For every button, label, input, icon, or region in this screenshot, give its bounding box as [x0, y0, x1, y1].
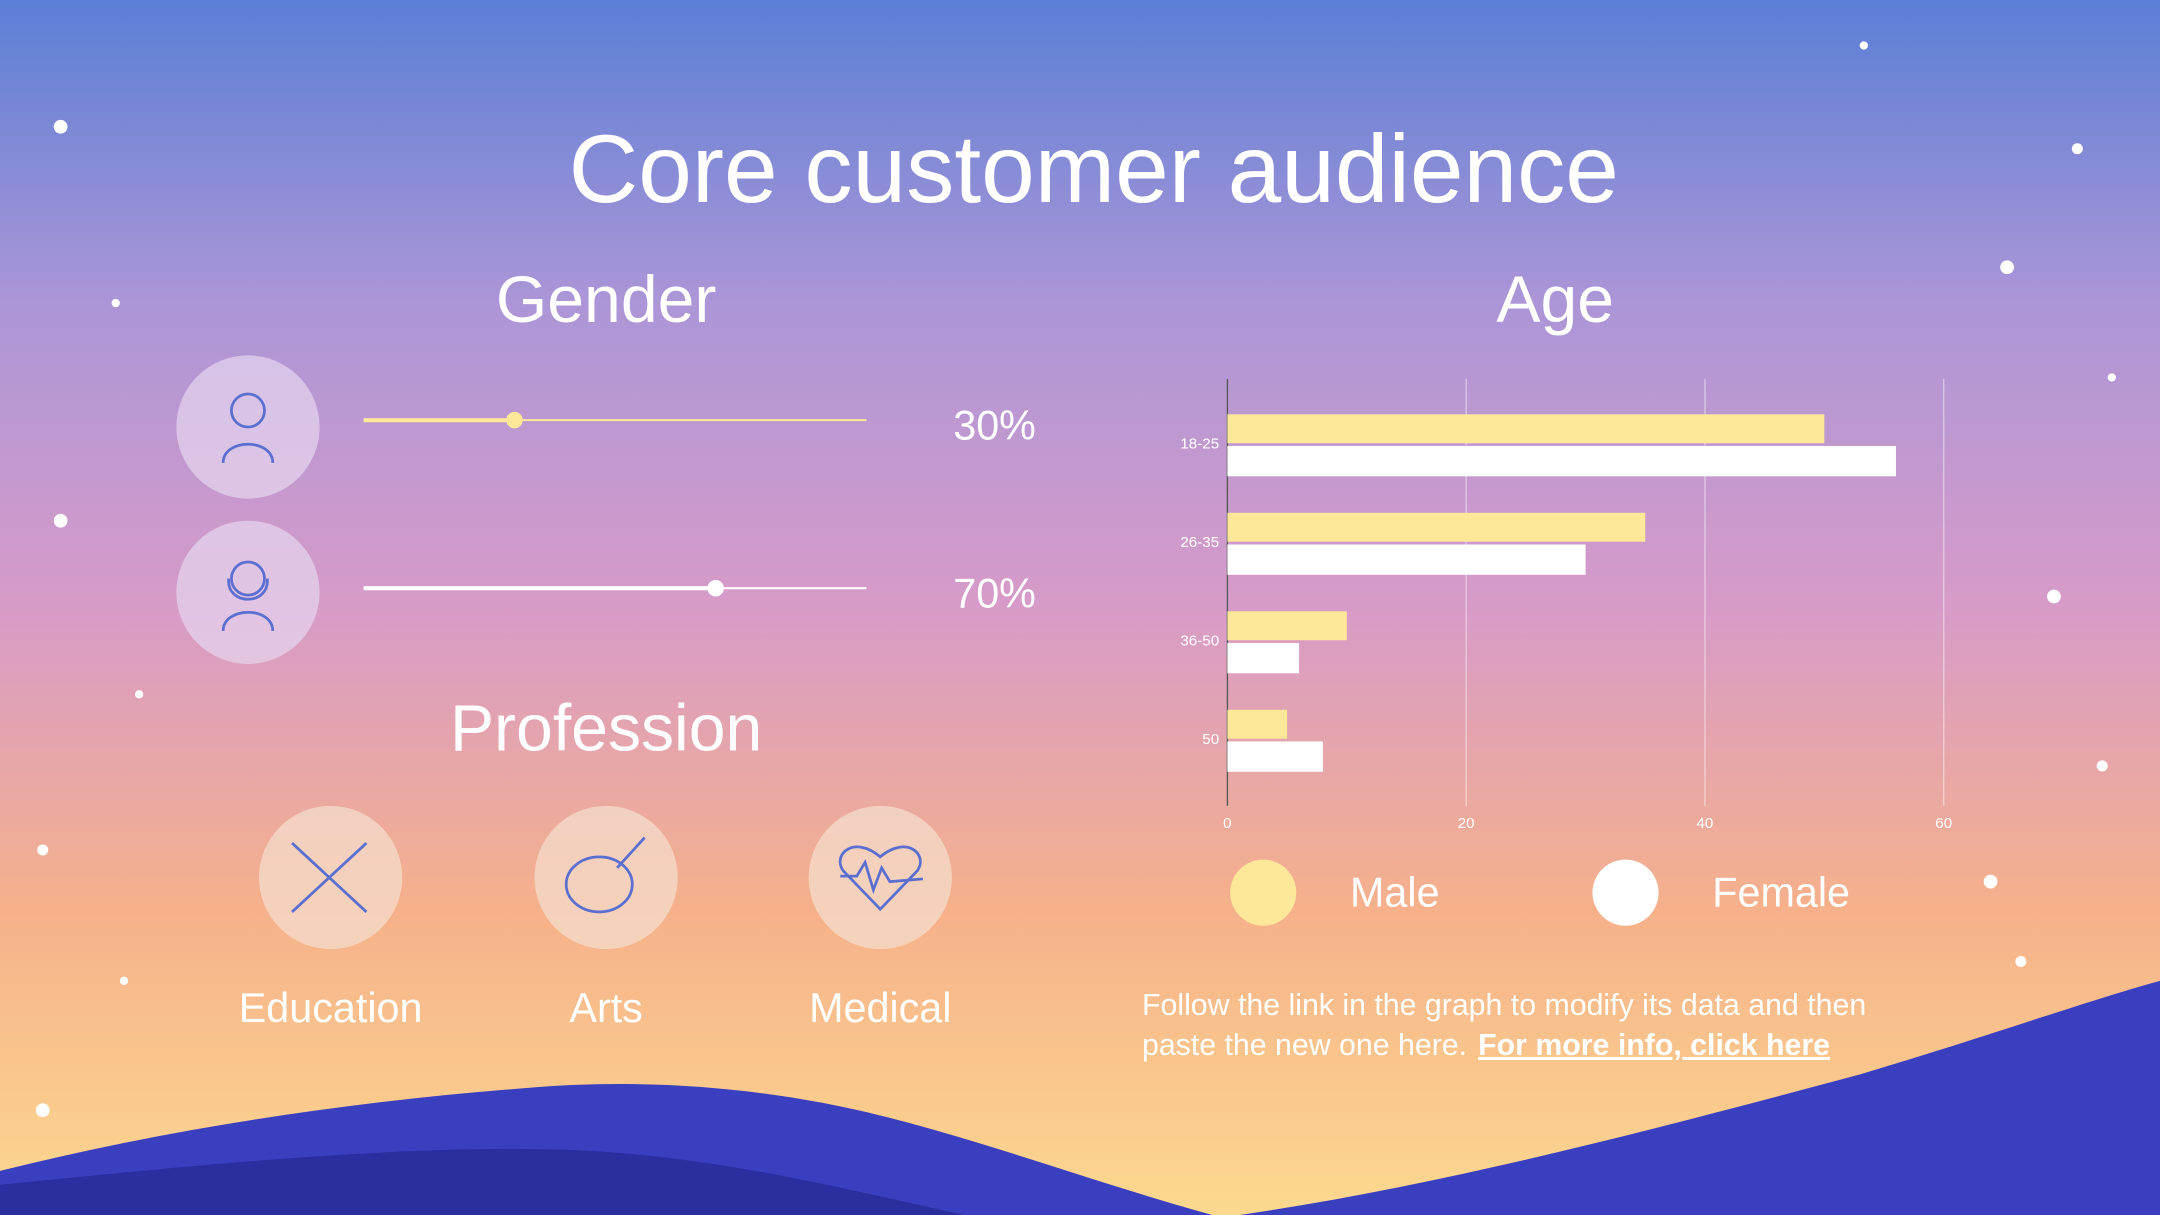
note-text: Follow the link in the graph to modify i… — [1142, 989, 1866, 1062]
age-heading: Age — [1496, 263, 1614, 337]
profession-heading: Profession — [450, 691, 762, 765]
note-line: Follow the link in the graph to modify i… — [1142, 989, 1866, 1022]
gender-percent: 30% — [953, 402, 1036, 448]
bar — [1227, 642, 1300, 674]
bar — [1227, 414, 1825, 444]
slider-handle — [506, 411, 523, 429]
x-tick-label: 40 — [1697, 815, 1714, 832]
legend-label: Male — [1350, 869, 1440, 915]
y-tick-label: 18-25 — [1180, 436, 1219, 453]
slide-title: Core customer audience — [569, 116, 1619, 223]
bar — [1227, 709, 1288, 739]
profession-label: Education — [239, 985, 423, 1031]
note-line: paste the new one here. — [1142, 1029, 1467, 1062]
x-tick-label: 20 — [1458, 815, 1475, 832]
mountains — [0, 980, 2160, 1215]
y-tick-label: 26-35 — [1180, 534, 1219, 551]
y-tick-label: 36-50 — [1180, 633, 1219, 650]
bar — [1227, 544, 1586, 575]
profession-label: Medical — [809, 985, 951, 1031]
gender-heading: Gender — [496, 263, 717, 337]
x-tick-label: 0 — [1223, 815, 1231, 832]
legend-swatch — [1230, 859, 1297, 926]
bar — [1227, 741, 1323, 772]
info-link[interactable]: For more info, click here — [1478, 1029, 1830, 1062]
info-link-anchor[interactable]: For more info, click here — [1478, 1029, 1830, 1062]
legend-label: Female — [1712, 869, 1850, 915]
stars — [35, 41, 2116, 1118]
profession-label: Arts — [569, 985, 642, 1031]
legend-swatch — [1592, 859, 1659, 926]
y-tick-label: 50 — [1202, 731, 1219, 748]
slider-handle — [707, 579, 724, 597]
avatars — [176, 355, 320, 664]
gender-percent: 70% — [953, 570, 1036, 616]
bar — [1227, 512, 1646, 542]
bar — [1227, 611, 1347, 641]
x-tick-label: 60 — [1935, 815, 1952, 832]
bar — [1227, 445, 1896, 477]
profession-icons — [258, 805, 952, 950]
